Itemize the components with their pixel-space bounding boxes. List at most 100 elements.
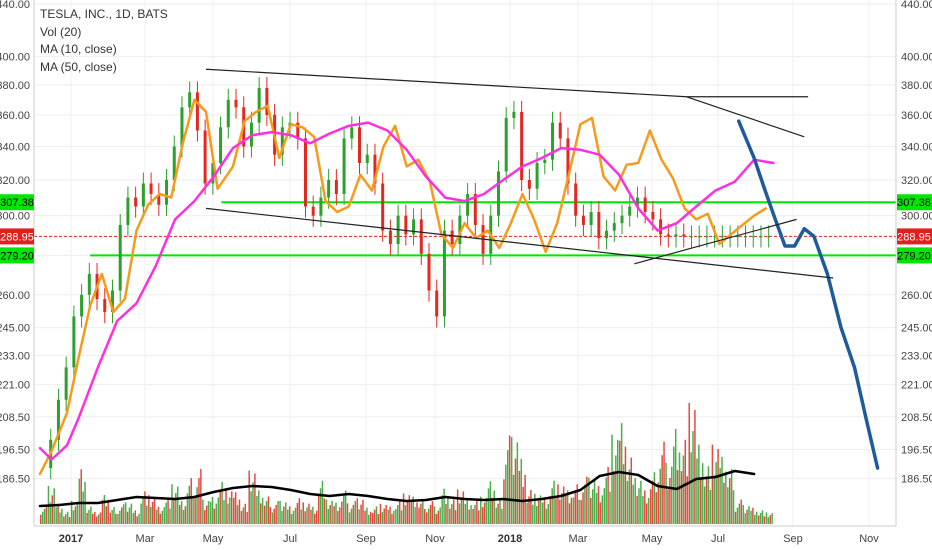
candle-body	[558, 122, 562, 139]
volume-bar	[452, 499, 455, 524]
volume-bar	[209, 501, 212, 524]
y-tick-label-left: 320.00	[0, 175, 30, 187]
volume-bar	[738, 503, 741, 524]
volume-bar	[535, 506, 538, 524]
volume-bar	[205, 505, 208, 524]
volume-bar	[449, 508, 451, 524]
price-badge-left-label: 288.95	[0, 231, 34, 243]
volume-bar	[615, 455, 617, 524]
volume-bar	[441, 495, 443, 524]
volume-bar	[553, 480, 555, 524]
price-badge-left-label: 307.38	[0, 197, 34, 209]
volume-bar	[66, 511, 69, 524]
price-badge-left	[0, 247, 34, 264]
volume-bar	[698, 444, 700, 524]
candle-body	[466, 193, 470, 216]
volume-bar	[375, 506, 378, 524]
volume-bar	[55, 507, 57, 524]
volume-bar	[619, 440, 621, 524]
candle-body	[141, 183, 145, 207]
candle-body	[751, 236, 755, 238]
volume-bar	[499, 499, 501, 524]
volume-bar	[734, 511, 737, 524]
volume-bar	[524, 474, 526, 524]
volume-bar	[393, 510, 395, 524]
volume-bar	[310, 509, 312, 524]
volume-bar	[368, 514, 370, 524]
volume-bar	[755, 511, 758, 524]
volume-bar	[493, 490, 495, 524]
volume-bar	[300, 509, 302, 524]
volume-bar	[180, 501, 183, 524]
candle-body	[628, 206, 632, 216]
volume-bar	[80, 469, 82, 524]
candle-body	[327, 180, 331, 198]
volume-bar	[555, 498, 557, 524]
volume-bar	[402, 493, 405, 524]
volume-bar	[597, 485, 600, 524]
volume-bar	[389, 506, 391, 524]
trendline	[686, 96, 805, 138]
candle-body	[659, 219, 663, 235]
volume-bar	[561, 493, 563, 524]
candle-body	[172, 146, 176, 181]
volume-bar	[626, 480, 629, 524]
volume-bar	[265, 501, 268, 524]
candle-body	[257, 87, 261, 123]
y-tick-label-right: 196.50	[901, 445, 932, 457]
trendlines	[205, 68, 834, 279]
volume-bar	[308, 503, 310, 524]
volume-bar	[445, 503, 447, 524]
y-tick-label-right: 320.00	[901, 175, 932, 187]
volume-bar	[481, 507, 484, 524]
volume-bar	[673, 446, 675, 524]
volume-bar	[483, 502, 486, 524]
volume-bar	[117, 513, 119, 524]
volume-bar	[333, 506, 335, 524]
volume-bar	[128, 507, 131, 524]
volume-bar	[763, 516, 766, 524]
volume-bar	[485, 498, 488, 524]
volume-bar	[599, 502, 602, 524]
volume-bar	[418, 507, 420, 524]
volume-bar	[236, 505, 239, 524]
volume-bar	[416, 502, 418, 524]
candle-body	[612, 223, 616, 231]
candle-body	[165, 180, 169, 205]
volume-bar	[207, 501, 210, 524]
x-tick-label: Jul	[283, 533, 297, 545]
volume-bar	[151, 501, 154, 524]
candle-body	[303, 138, 307, 207]
volume-bar	[369, 511, 372, 524]
volume-bar	[638, 488, 640, 524]
candle-body	[674, 234, 678, 237]
volume-bar	[460, 497, 463, 524]
y-tick-label-left: 221.00	[0, 380, 30, 392]
volume-bar	[659, 468, 661, 524]
volume-bar	[304, 511, 306, 524]
candle-body	[720, 236, 724, 238]
volume-bar	[391, 513, 393, 524]
volume-bar	[115, 513, 117, 524]
volume-bar	[649, 489, 652, 524]
volume-bar	[701, 463, 704, 524]
candle-body	[427, 253, 431, 291]
candle-body	[728, 236, 732, 238]
volume-bar	[337, 510, 339, 524]
volume-bar	[362, 499, 364, 524]
legend-volume: Vol (20)	[40, 24, 82, 39]
volume-bar	[507, 450, 509, 524]
volume-bar	[94, 511, 96, 524]
volume-bar	[259, 503, 262, 524]
volume-bar	[213, 508, 216, 524]
volume-bar	[252, 482, 254, 524]
volume-bar	[645, 503, 648, 524]
volume-bar	[690, 452, 692, 524]
volume-bar	[547, 504, 549, 524]
y-tick-label-right: 340.00	[901, 141, 932, 153]
volume-bar	[331, 500, 333, 524]
volume-bar	[319, 488, 322, 524]
candle-body	[736, 236, 740, 238]
volume-bar	[410, 501, 413, 524]
